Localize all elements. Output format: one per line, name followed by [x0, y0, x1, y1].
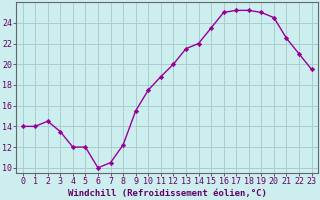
X-axis label: Windchill (Refroidissement éolien,°C): Windchill (Refroidissement éolien,°C): [68, 189, 267, 198]
